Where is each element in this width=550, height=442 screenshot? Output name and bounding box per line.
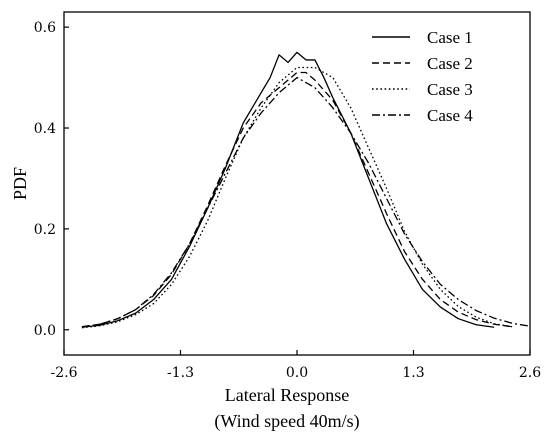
legend-label: Case 4	[427, 106, 473, 125]
y-axis-title: PDF	[10, 167, 30, 200]
x-tick-label: -2.6	[51, 365, 78, 381]
y-tick-label: 0.4	[34, 121, 56, 137]
y-tick-label: 0.0	[34, 323, 56, 339]
y-tick-label: 0.2	[34, 222, 56, 238]
x-axis-subtitle: (Wind speed 40m/s)	[214, 411, 359, 432]
axis-ticks: -2.6 -1.3 0.0 1.3 2.6 0.0 0.2 0.4 0.6	[34, 20, 541, 381]
x-axis-title: Lateral Response	[225, 385, 349, 405]
x-tick-label: 2.6	[519, 365, 541, 381]
legend-label: Case 3	[427, 80, 473, 99]
series-line-case-4	[81, 76, 531, 328]
series-lines	[81, 51, 531, 329]
y-tick-label: 0.6	[34, 20, 56, 36]
x-tick-label: 1.3	[402, 365, 424, 381]
legend-label: Case 2	[427, 54, 473, 73]
series-line-case-2	[81, 71, 513, 328]
x-tick-label: -1.3	[167, 365, 194, 381]
legend: Case 1 Case 2 Case 3 Case 4	[372, 28, 473, 125]
legend-label: Case 1	[427, 28, 473, 47]
x-tick-label: 0.0	[286, 365, 308, 381]
series-line-case-3	[81, 66, 513, 329]
series-line-case-1	[81, 51, 495, 328]
